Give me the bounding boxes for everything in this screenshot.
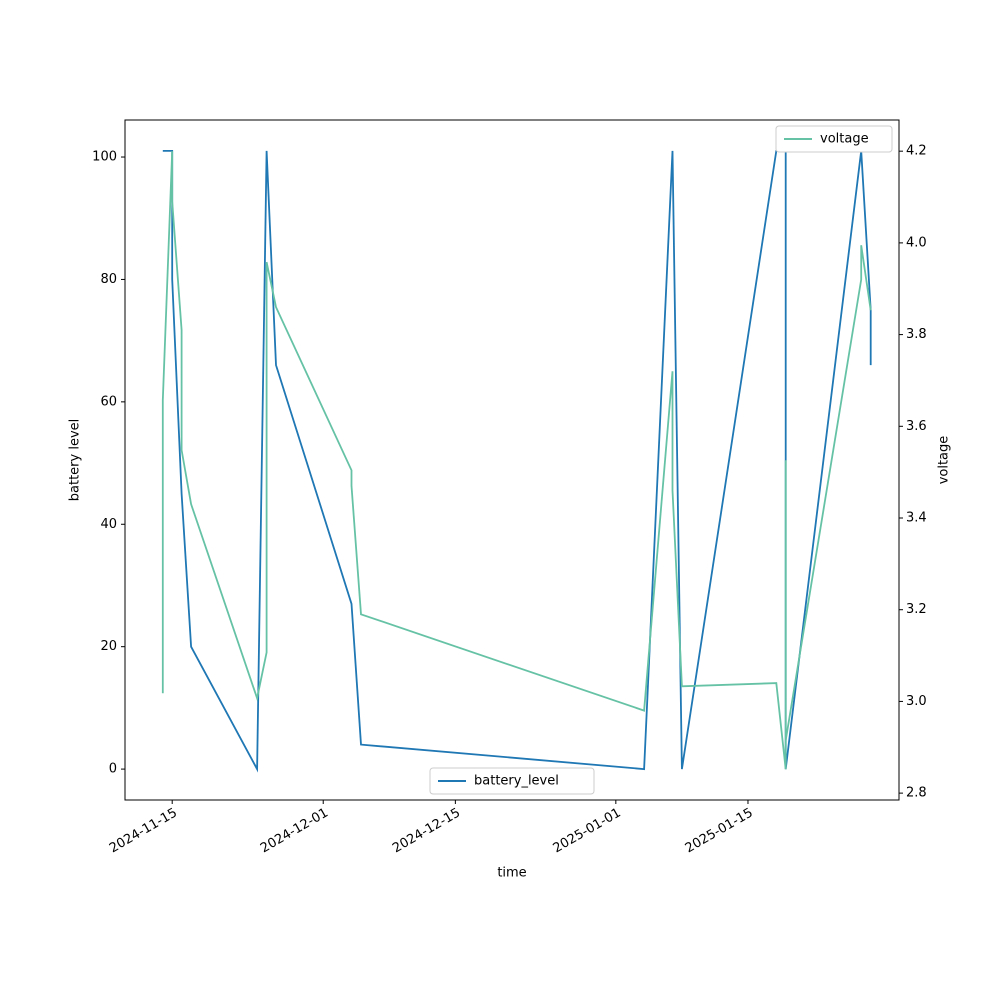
- y2-tick-label: 4.2: [906, 144, 927, 159]
- legend: battery_level: [429, 767, 595, 795]
- legend-label: battery_level: [474, 774, 559, 789]
- y-tick-label: 60: [100, 394, 117, 409]
- y2-tick-label: 2.8: [906, 786, 927, 801]
- legend-label: voltage: [820, 132, 869, 147]
- y-axis-label: battery level: [68, 419, 83, 502]
- x-tick-label: 2025-01-15: [683, 806, 756, 857]
- y-tick-label: 40: [100, 517, 117, 532]
- x-tick-label: 2024-12-15: [390, 806, 463, 857]
- line-series: [162, 150, 872, 773]
- line-series: [161, 151, 872, 770]
- y-tick-label: 20: [100, 639, 117, 654]
- y2-tick-label: 3.4: [906, 511, 927, 526]
- x-axis-label: time: [497, 866, 526, 881]
- y-tick-label: 100: [92, 150, 117, 165]
- y-tick-label: 80: [100, 272, 117, 287]
- y2-tick-label: 4.0: [906, 235, 927, 250]
- legend-box: [429, 767, 595, 795]
- y2-tick-label: 3.0: [906, 694, 927, 709]
- y2-tick-label: 3.6: [906, 419, 927, 434]
- x-tick-label: 2024-12-01: [258, 806, 331, 857]
- y2-tick-label: 3.2: [906, 602, 927, 617]
- y2-axis-label: voltage: [937, 436, 952, 485]
- legend: voltage: [775, 125, 893, 153]
- plot-frame: [124, 119, 900, 801]
- legend-box: [775, 125, 893, 153]
- x-tick-label: 2024-11-15: [107, 806, 180, 857]
- y-tick-label: 0: [109, 762, 117, 777]
- x-tick-label: 2025-01-01: [551, 806, 624, 857]
- y2-tick-label: 3.8: [906, 327, 927, 342]
